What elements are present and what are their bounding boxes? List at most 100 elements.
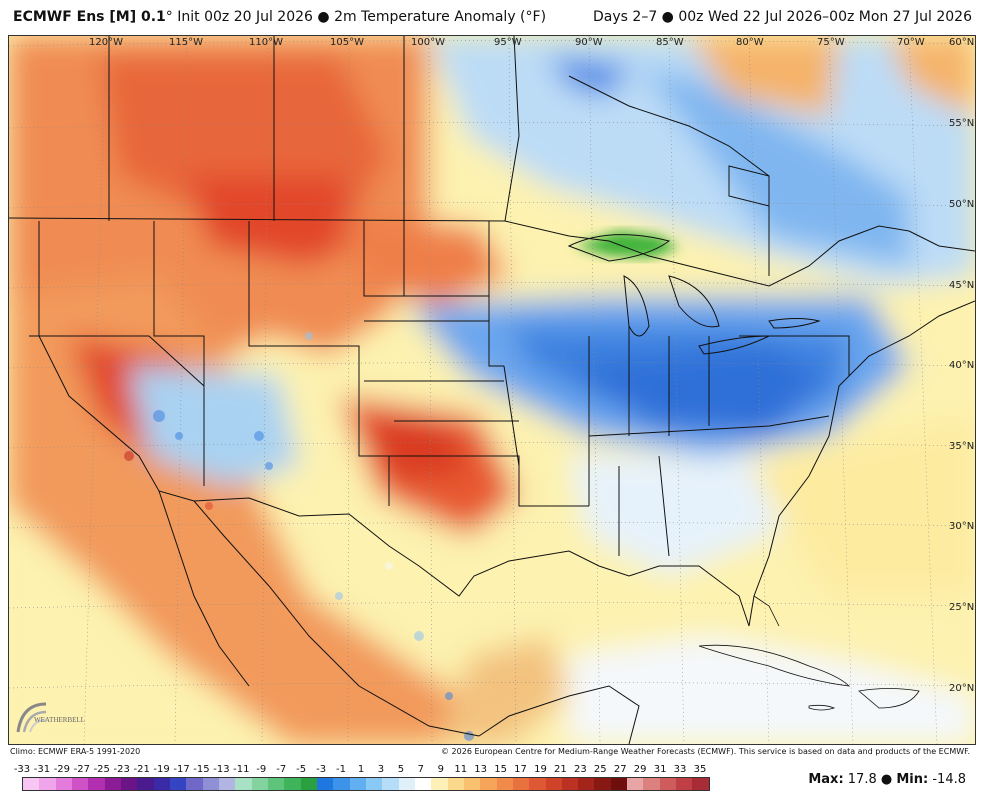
logo-text: WEATHERBELL xyxy=(34,716,85,724)
anomaly-map: 120°W 115°W 110°W 105°W 100°W 95°W 90°W … xyxy=(8,35,976,745)
legend-label: -15 xyxy=(193,764,210,775)
lon-label: 100°W xyxy=(411,37,445,48)
us-canada-border xyxy=(9,217,506,222)
legend-swatch xyxy=(659,778,677,790)
bahamas xyxy=(753,595,780,627)
legend-swatch xyxy=(414,778,432,790)
legend-swatch xyxy=(578,778,595,790)
legend-label: 35 xyxy=(693,764,707,775)
max-label: Max: xyxy=(808,772,844,787)
lon-label: 105°W xyxy=(330,37,364,48)
legend-label: 29 xyxy=(633,764,647,775)
stats-separator: ● xyxy=(880,772,893,787)
legend-swatch xyxy=(169,778,187,790)
legend-swatch xyxy=(463,778,481,790)
lake-erie xyxy=(698,335,770,355)
us-southern-coast xyxy=(38,221,750,627)
max-value: 17.8 xyxy=(847,772,877,787)
lake-michigan xyxy=(623,275,650,337)
legend-swatch xyxy=(529,778,546,790)
legend-label: 23 xyxy=(573,764,587,775)
lon-label: 90°W xyxy=(575,37,603,48)
legend-label: -19 xyxy=(153,764,170,775)
legend-swatch xyxy=(512,778,530,790)
legend-swatch xyxy=(218,778,236,790)
lat-label: 40°N xyxy=(949,360,974,371)
lat-label: 30°N xyxy=(949,521,974,532)
legend-swatch xyxy=(251,778,268,790)
anomaly-field xyxy=(9,36,975,744)
legend-swatch xyxy=(300,778,317,790)
min-label: Min: xyxy=(896,772,929,787)
lon-label: 85°W xyxy=(656,37,684,48)
lon-label: 75°W xyxy=(817,37,845,48)
legend-label: -7 xyxy=(276,764,287,775)
legend-swatch xyxy=(71,778,89,790)
legend-swatch xyxy=(480,778,497,790)
model-name: ECMWF Ens [M] 0.1 xyxy=(13,9,166,25)
min-value: -14.8 xyxy=(932,772,966,787)
lat-label: 55°N xyxy=(949,118,974,129)
legend-swatch xyxy=(692,778,709,790)
legend-swatch xyxy=(39,778,56,790)
valid-period: Days 2–7 ● 00z Wed 22 Jul 2026–00z Mon 2… xyxy=(593,9,972,25)
lake-huron xyxy=(668,275,720,328)
legend-swatch xyxy=(382,778,399,790)
lat-label: 60°N xyxy=(949,37,974,48)
legend-swatch xyxy=(137,778,154,790)
legend-label: -31 xyxy=(33,764,51,775)
legend-label: -1 xyxy=(336,764,347,775)
great-lakes xyxy=(567,234,821,355)
lon-label: 120°W xyxy=(89,37,123,48)
legend-swatch xyxy=(496,778,513,790)
legend-label: -5 xyxy=(296,764,307,775)
legend-label: 15 xyxy=(494,764,507,775)
cuba xyxy=(698,644,851,687)
weatherbell-logo: WEATHERBELL xyxy=(14,698,104,742)
lake-ontario xyxy=(768,318,821,329)
lon-label: 70°W xyxy=(897,37,925,48)
legend-swatch xyxy=(267,778,285,790)
legend-swatch xyxy=(676,778,693,790)
legend-label: -17 xyxy=(173,764,190,775)
legend-label: 27 xyxy=(613,764,627,775)
legend-swatch xyxy=(627,778,644,790)
color-legend: -33 -31 -29 -27 -25 -23 -21 -19 -17 -15 -13 -11 -9 -7… xyxy=(12,764,712,791)
legend-label: -27 xyxy=(73,764,90,775)
legend-swatch xyxy=(431,778,448,790)
legend-swatch xyxy=(202,778,219,790)
jamaica xyxy=(808,704,836,711)
terrain-texture xyxy=(124,332,474,741)
caribbean-islands xyxy=(698,595,920,711)
legend-swatch xyxy=(23,778,40,790)
legend-labels: -33 -31 -29 -27 -25 -23 -21 -19 -17 -15 -13 -11 -9 -7… xyxy=(12,764,712,777)
map-title: ECMWF Ens [M] 0.1° Init 00z 20 Jul 2026 … xyxy=(13,9,546,25)
legend-swatch xyxy=(610,778,628,790)
legend-label: 7 xyxy=(417,764,424,775)
legend-label: -21 xyxy=(133,764,150,775)
legend-label: 11 xyxy=(454,764,468,775)
legend-label: 25 xyxy=(593,764,607,775)
baja-coast xyxy=(158,490,250,687)
lat-label: 50°N xyxy=(949,199,974,210)
legend-label: -25 xyxy=(93,764,110,775)
legend-swatch xyxy=(333,778,350,790)
legend-label: -13 xyxy=(213,764,230,775)
legend-swatch xyxy=(349,778,366,790)
map-canvas: 120°W 115°W 110°W 105°W 100°W 95°W 90°W … xyxy=(9,36,975,744)
logo-icon: WEATHERBELL xyxy=(16,702,85,733)
legend-label: -11 xyxy=(233,764,250,775)
ecmwf-credit: © 2026 European Centre for Medium-Range … xyxy=(441,747,970,756)
legend-label: 5 xyxy=(397,764,405,775)
legend-label: 9 xyxy=(437,764,444,775)
anticosti-area xyxy=(728,165,770,207)
climo-credit: Climo: ECMWF ERA-5 1991-2020 xyxy=(10,747,141,756)
lake-superior xyxy=(567,234,671,262)
lon-label: 110°W xyxy=(249,37,283,48)
legend-swatch xyxy=(153,778,170,790)
lon-label: 95°W xyxy=(494,37,522,48)
legend-label: 33 xyxy=(673,764,687,775)
legend-label: 3 xyxy=(377,764,385,775)
latitude-labels: 60°N 55°N 50°N 45°N 40°N 35°N 30°N 25°N … xyxy=(949,37,974,694)
lon-label: 80°W xyxy=(736,37,764,48)
